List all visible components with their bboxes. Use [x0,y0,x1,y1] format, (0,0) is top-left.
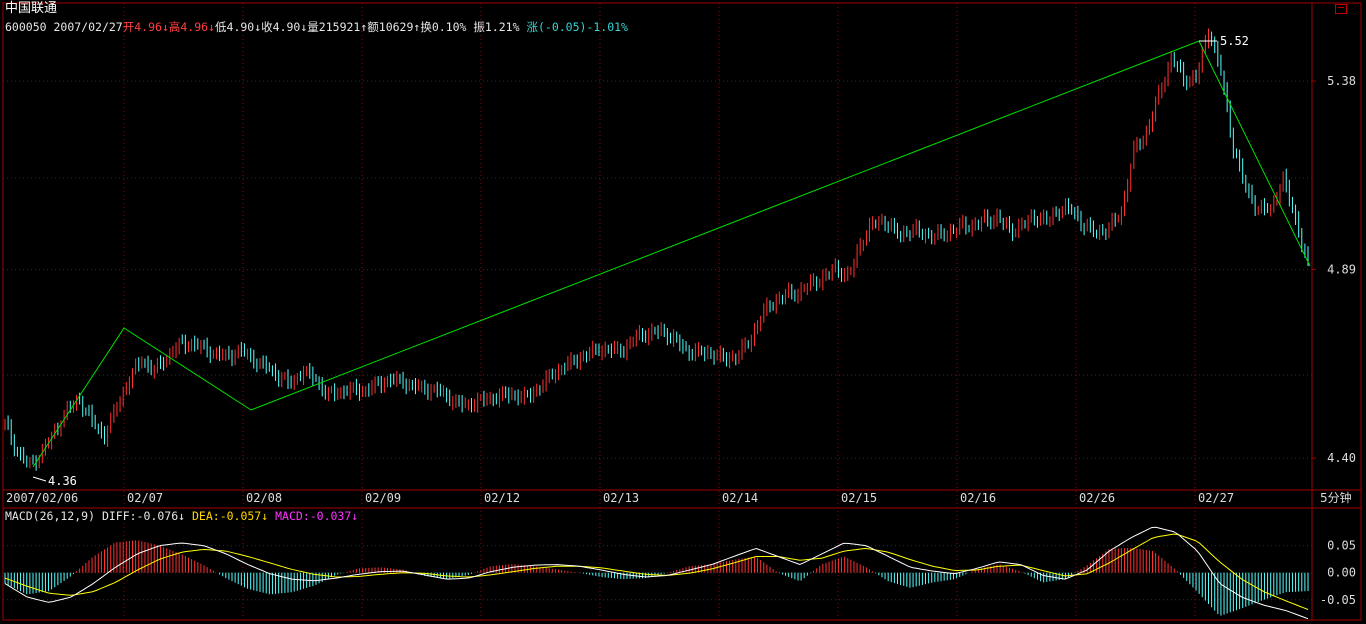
date-label: 02/13 [603,491,639,505]
dea-value: DEA:-0.057 [192,509,262,523]
date-label: 2007/02/06 [6,491,78,505]
amount-label: 额 [367,20,379,34]
open-value: 4.96 [134,20,162,34]
macd-tick-label: -0.05 [1320,593,1356,607]
amplitude-label: 振 [473,20,485,34]
window-restore-icon[interactable] [1335,4,1347,14]
macd-lines [4,526,1309,620]
turnover-value: 0.10% [431,20,467,34]
high-label: 高 [168,20,181,34]
change-value: (-0.05)-1.01% [537,20,628,34]
stock-code: 600050 [5,20,47,34]
arrow-down-icon: ↓ [351,509,359,523]
macd-histogram [4,540,1309,616]
amount-value: 10629 [378,20,414,34]
volume-label: 量 [307,20,319,34]
price-tick-label: 5.38 [1327,74,1356,88]
high-value: 4.96 [180,20,209,34]
date-label: 02/08 [246,491,282,505]
close-value: 4.90 [272,20,301,34]
macd-tick-label: 0.00 [1327,566,1356,580]
open-label: 开 [122,20,135,34]
arrow-up-icon: ↑ [413,20,421,34]
diff-value: DIFF:-0.076 [101,509,179,523]
high-annotation: 5.52 [1220,34,1249,48]
arrow-down-icon: ↓ [161,20,169,34]
amplitude-value: 1.21% [484,20,520,34]
diff-line [4,526,1309,620]
volume-value: 215921 [318,20,361,34]
arrow-down-icon: ↓ [208,20,216,34]
quote-bar: 600050 2007/02/27开4.96↓高4.96↓低4.90↓收4.90… [5,20,628,34]
dea-line [4,533,1309,610]
date-label: 02/09 [365,491,401,505]
macd-header: MACD(26,12,9) DIFF:-0.076↓ DEA:-0.057↓ M… [5,509,358,523]
date-label: 02/12 [484,491,520,505]
macd-value: MACD:-0.037 [275,509,352,523]
quote-date: 2007/02/27 [53,20,123,34]
arrow-up-icon: ↑ [360,20,368,34]
low-value: 4.90 [226,20,255,34]
price-candles [4,28,1309,471]
date-label: 02/26 [1079,491,1115,505]
period-label: 5分钟 [1320,490,1352,505]
macd-params: MACD(26,12,9) [5,509,96,523]
macd-tick-label: 0.05 [1327,539,1356,553]
low-label: 低 [215,20,227,34]
change-label: 涨 [526,20,538,34]
low-marker-line [32,476,47,482]
price-tick-label: 4.89 [1327,263,1356,277]
low-annotation: 4.36 [48,474,77,488]
trendline-layer [32,40,1311,482]
date-label: 02/15 [841,491,877,505]
date-label: 02/27 [1198,491,1234,505]
arrow-down-icon: ↓ [178,509,186,523]
price-tick-label: 4.40 [1327,451,1356,465]
date-label: 02/14 [722,491,758,505]
trendline [32,40,1311,468]
date-label: 02/07 [127,491,163,505]
axis-labels: 5.38 4.89 4.40 2007/02/06 02/07 02/08 02/09 02/… [6,34,1356,607]
arrow-down-icon: ↓ [254,20,262,34]
turnover-label: 换 [420,20,432,34]
stock-name: 中国联通 [5,1,58,16]
arrow-down-icon: ↓ [300,20,308,34]
arrow-down-icon: ↓ [261,509,269,523]
close-label: 收 [261,20,273,34]
date-label: 02/16 [960,491,996,505]
